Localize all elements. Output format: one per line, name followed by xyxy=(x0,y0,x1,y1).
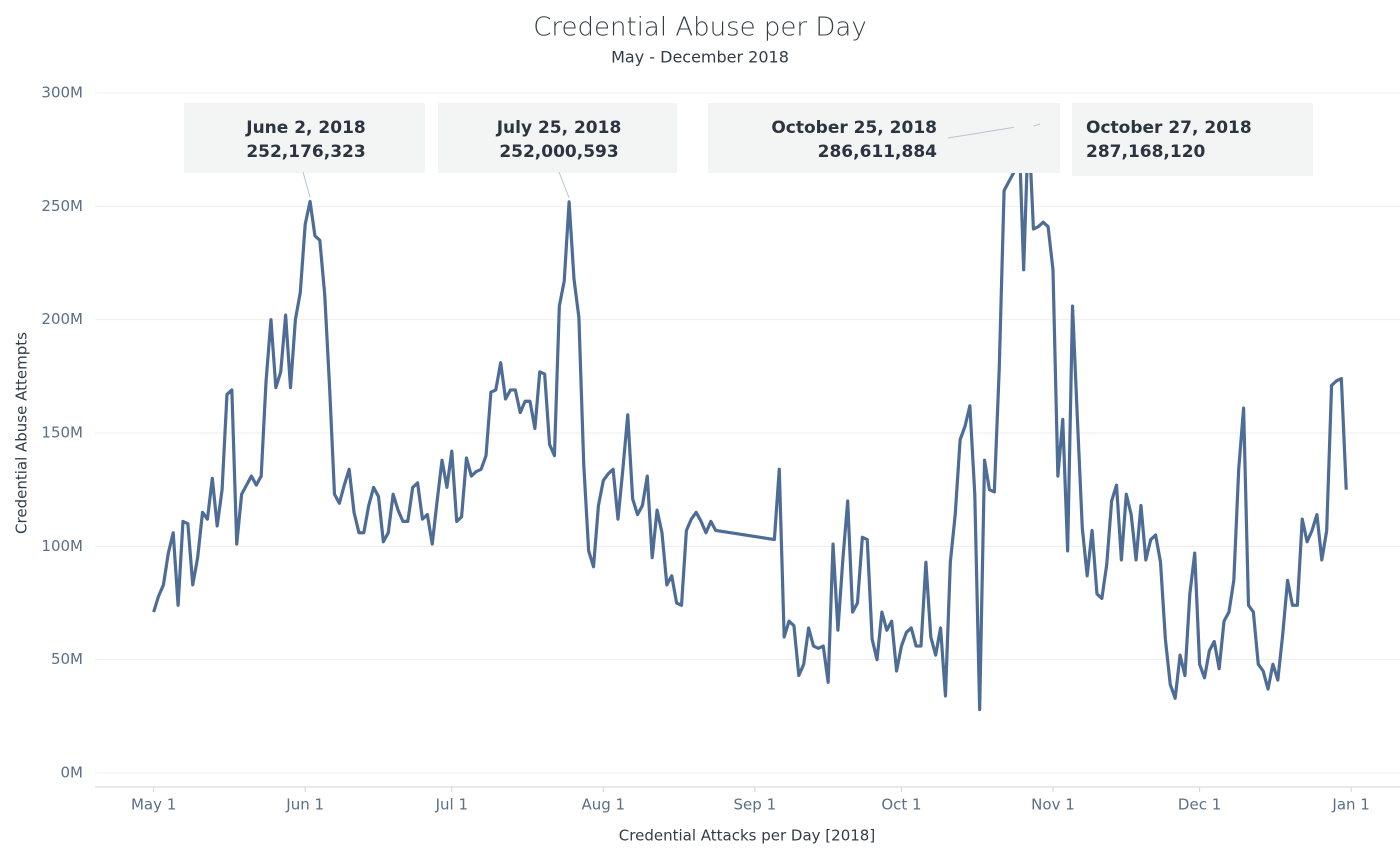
annotation-box xyxy=(438,103,677,173)
x-tick-label: Sep 1 xyxy=(734,796,777,814)
annotation-leader xyxy=(1033,123,1041,127)
x-axis-title: Credential Attacks per Day [2018] xyxy=(619,827,875,845)
annotation-date: October 27, 2018 xyxy=(1086,118,1252,138)
annotation-value: 252,176,323 xyxy=(246,142,365,162)
y-tick-label: 200M xyxy=(41,310,83,328)
y-tick-label: 150M xyxy=(41,424,83,442)
x-tick-label: May 1 xyxy=(131,796,176,814)
y-tick-label: 100M xyxy=(41,537,83,555)
x-tick-label: Nov 1 xyxy=(1031,796,1075,814)
annotation-date: June 2, 2018 xyxy=(245,118,366,138)
annotation-leader xyxy=(947,126,1014,139)
annotation-value: 287,168,120 xyxy=(1086,142,1206,162)
chart-subtitle: May - December 2018 xyxy=(611,48,789,67)
annotation-value: 252,000,593 xyxy=(499,142,618,162)
data-line xyxy=(152,120,1348,712)
annotation-leader xyxy=(302,171,311,198)
chart-title: Credential Abuse per Day xyxy=(533,13,866,43)
annotation-value: 286,611,884 xyxy=(818,142,938,162)
x-tick-label: Jan 1 xyxy=(1331,796,1369,814)
x-tick-label: Oct 1 xyxy=(881,796,921,814)
annotation-date: July 25, 2018 xyxy=(496,118,622,138)
x-tick-label: Aug 1 xyxy=(582,796,626,814)
x-tick-label: Jun 1 xyxy=(285,796,324,814)
y-tick-label: 50M xyxy=(51,650,83,668)
annotation-date: October 25, 2018 xyxy=(771,118,937,138)
annotation-box xyxy=(184,103,425,173)
y-tick-label: 300M xyxy=(41,84,83,102)
annotation-box xyxy=(1072,103,1313,176)
y-tick-label: 0M xyxy=(61,764,84,782)
x-tick-label: Dec 1 xyxy=(1178,796,1221,814)
x-tick-label: Jul 1 xyxy=(435,796,468,814)
annotation-leader xyxy=(558,171,570,198)
y-axis-title: Credential Abuse Attempts xyxy=(13,332,31,534)
y-tick-label: 250M xyxy=(41,197,83,215)
annotation-box xyxy=(708,103,1060,173)
